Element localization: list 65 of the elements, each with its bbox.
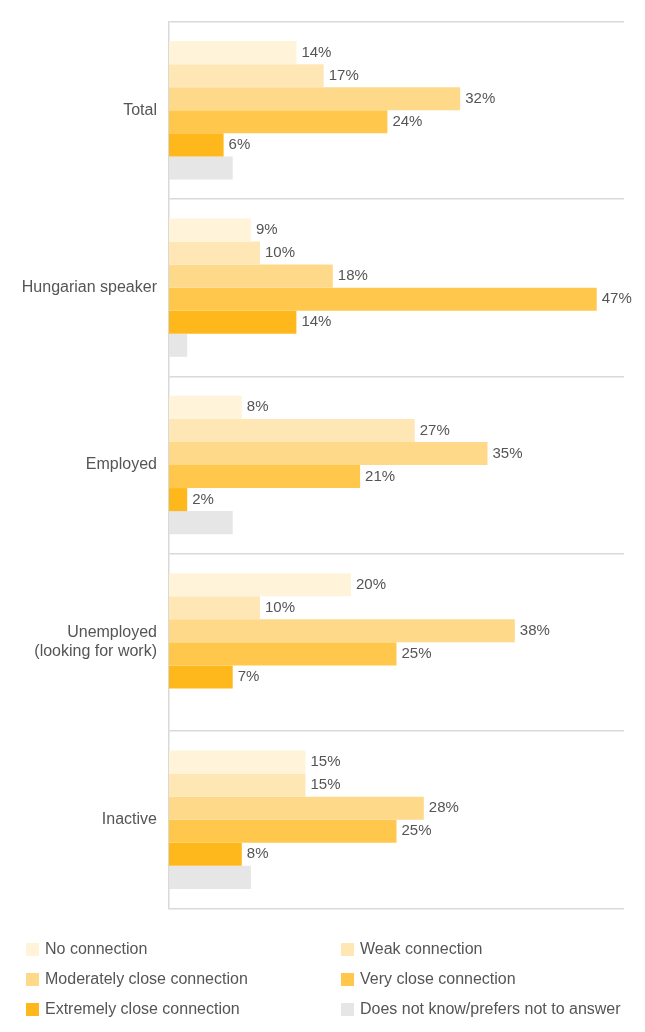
bar (169, 87, 461, 111)
bar (169, 333, 188, 357)
bar (169, 819, 397, 843)
data-label: 7% (237, 667, 260, 685)
data-label: 10% (265, 243, 296, 261)
bar (169, 41, 297, 65)
bar (169, 573, 351, 597)
bar (169, 310, 297, 334)
legend-label: Very close connection (360, 970, 516, 988)
data-label: 25% (401, 644, 432, 662)
bar (169, 619, 515, 643)
data-label: 38% (519, 620, 550, 638)
y-tick-label: Hungarian speaker (21, 278, 158, 296)
bar (169, 511, 233, 535)
y-tick-label: Inactive (101, 810, 158, 828)
data-label: 14% (301, 42, 332, 60)
data-label: 8% (246, 844, 269, 862)
bar (169, 465, 361, 489)
data-label: 15% (310, 775, 341, 793)
bar (169, 110, 388, 134)
bar (169, 665, 233, 689)
data-label: 25% (401, 821, 432, 839)
data-label: 2% (192, 489, 214, 507)
data-label: 20% (356, 574, 387, 592)
y-tick-label: Total (123, 100, 157, 118)
bar (169, 418, 415, 442)
bar (169, 218, 251, 242)
bar (169, 842, 242, 866)
bar (169, 133, 224, 157)
data-label: 10% (265, 597, 296, 615)
bar (169, 287, 597, 311)
data-label: 15% (310, 752, 341, 770)
bar (169, 264, 333, 288)
y-tick-label: Unemployed (looking for work) (34, 623, 157, 660)
y-tick-label: Employed (85, 455, 157, 473)
bar (169, 488, 188, 512)
data-label: 8% (246, 397, 269, 415)
data-label: 9% (255, 220, 278, 238)
data-label: 32% (465, 88, 496, 106)
bar (169, 64, 324, 88)
bar (169, 596, 260, 620)
bar (169, 441, 488, 465)
data-label: 21% (365, 466, 396, 484)
data-label: 14% (301, 312, 332, 330)
legend-label: Does not know/prefers not to answer (360, 1000, 621, 1018)
data-label: 28% (428, 798, 459, 816)
data-label: 18% (337, 266, 368, 284)
legend-label: Extremely close connection (45, 1000, 240, 1018)
bar (169, 156, 233, 180)
legend-label: Weak connection (360, 940, 483, 958)
bar (169, 642, 397, 666)
data-label: 6% (228, 135, 251, 153)
data-label: 24% (392, 111, 423, 129)
data-label: 17% (328, 65, 359, 83)
data-label: 47% (601, 289, 632, 307)
bar (169, 865, 251, 889)
bar (169, 773, 306, 797)
bar (169, 796, 424, 820)
legend-label: No connection (45, 940, 148, 958)
bar (169, 395, 242, 419)
bar (169, 750, 306, 774)
data-label: 35% (492, 443, 523, 461)
data-label: 27% (419, 420, 450, 438)
legend-label: Moderately close connection (45, 970, 248, 988)
bar (169, 241, 260, 265)
